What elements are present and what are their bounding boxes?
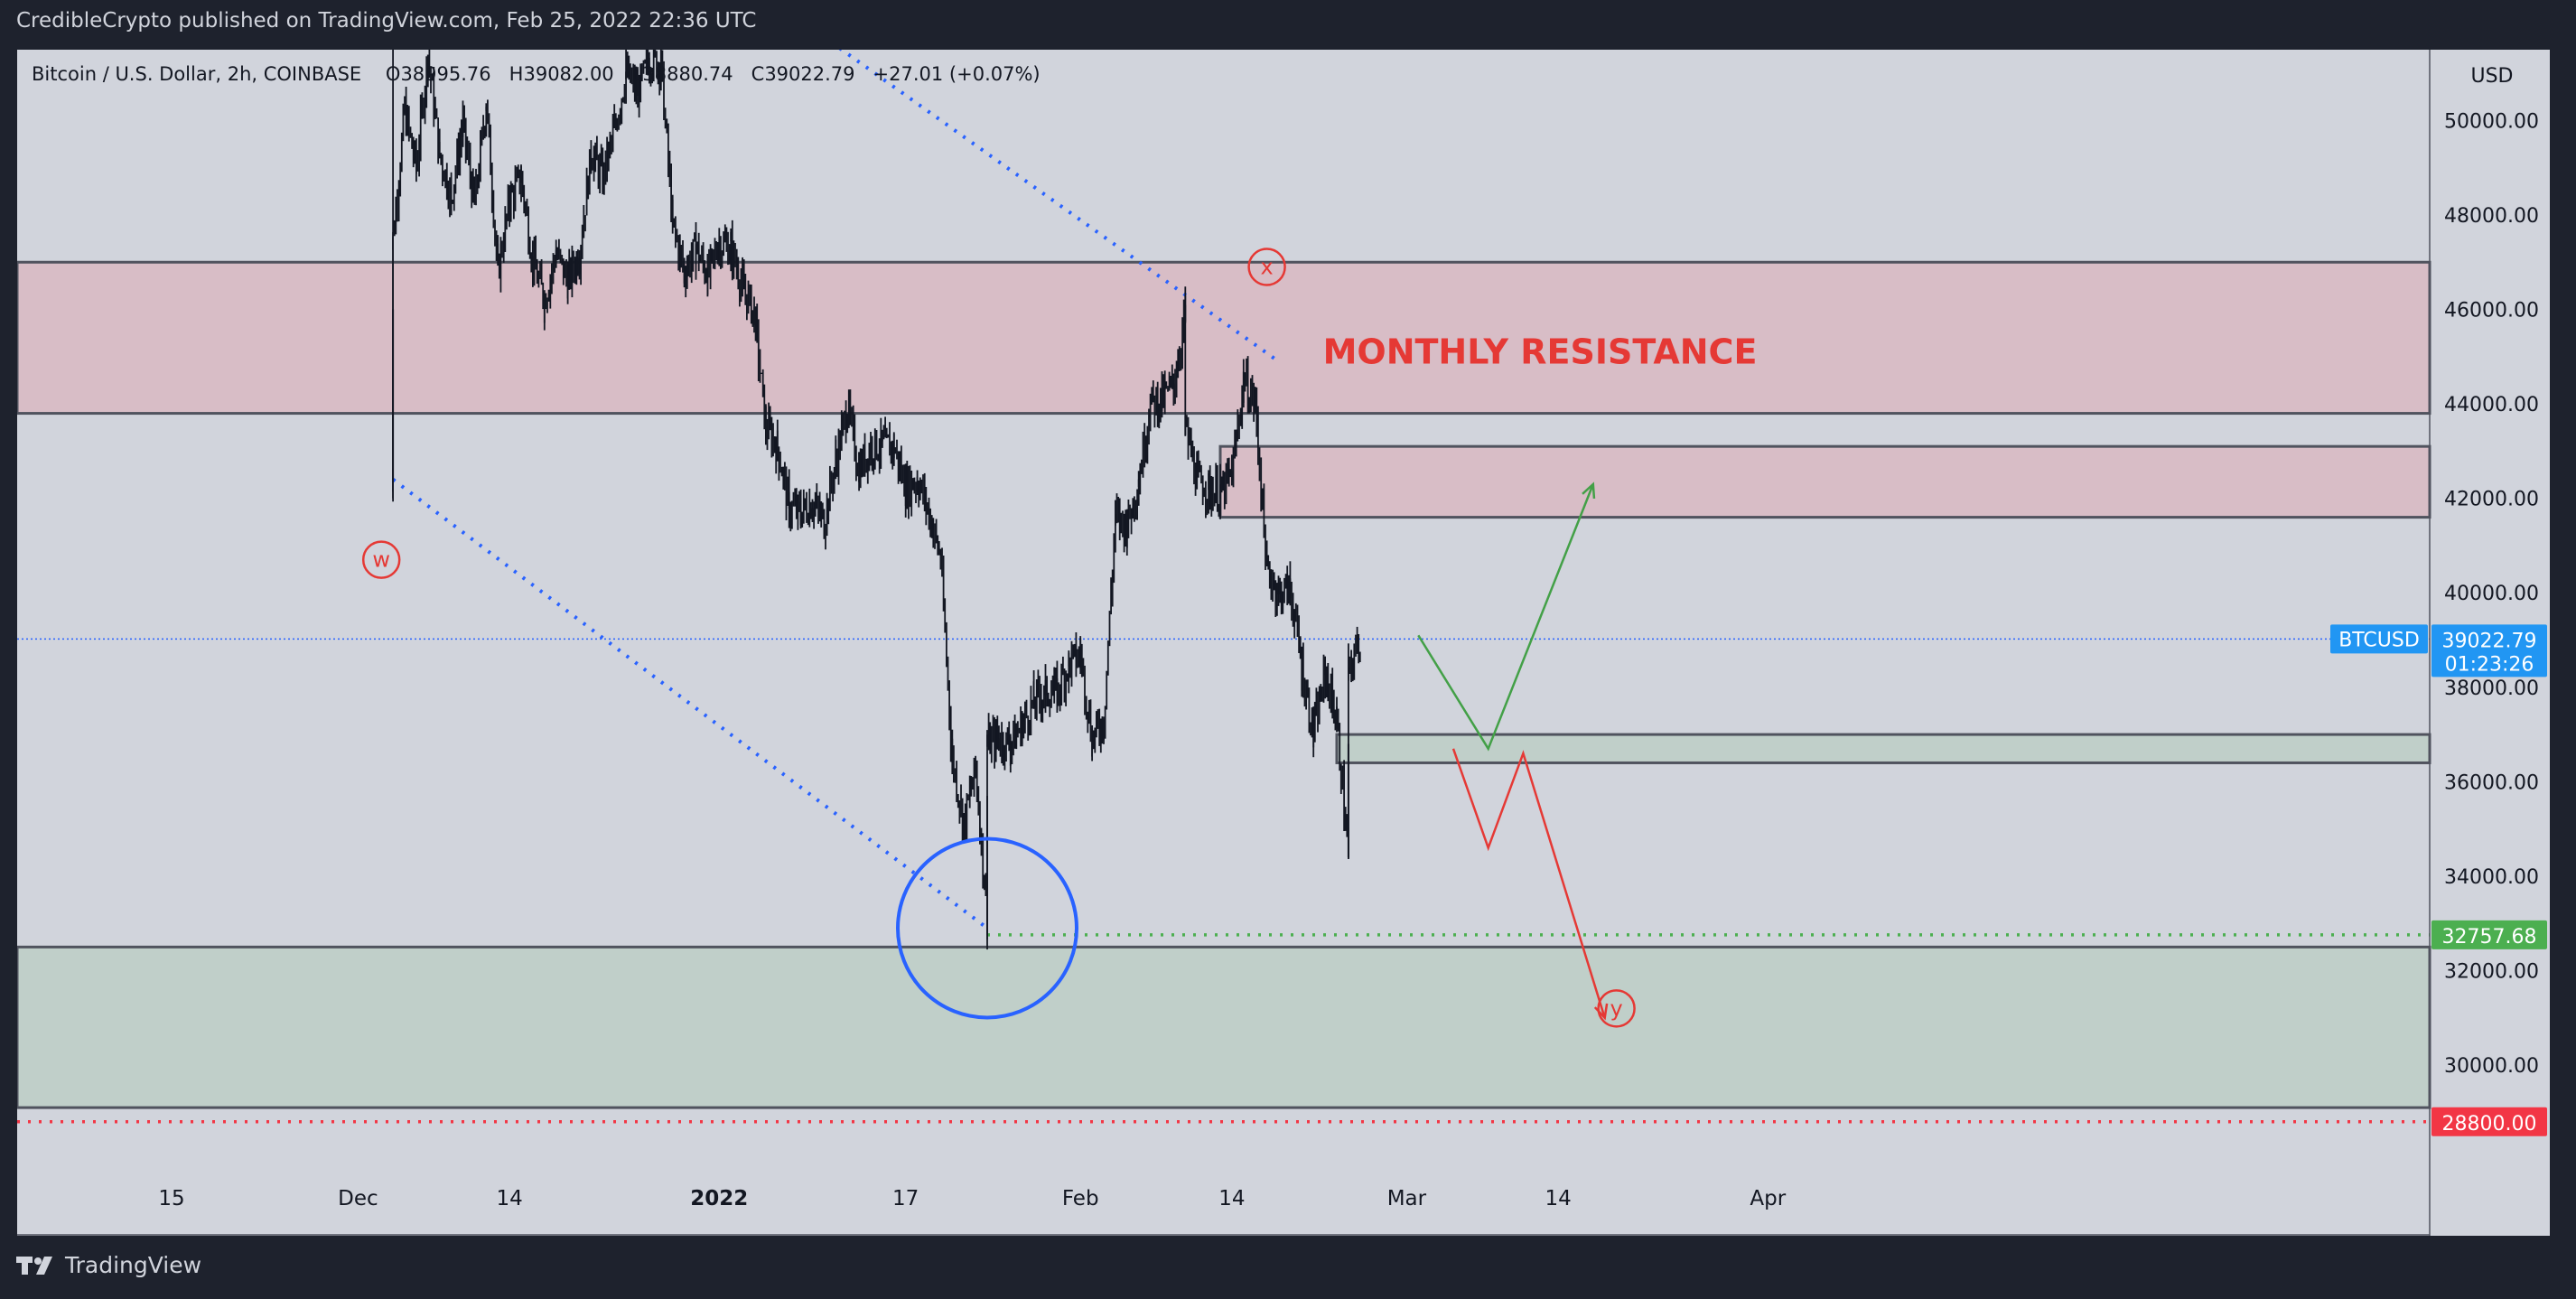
low-label: L (631, 63, 643, 85)
price-tick-label: 50000.00 (2444, 110, 2539, 133)
change-value: +27.01 (+0.07%) (873, 63, 1041, 85)
support-zone (17, 945, 2431, 1109)
symbol-title[interactable]: Bitcoin / U.S. Dollar, 2h, COINBASE (32, 63, 362, 85)
price-tick-label: 36000.00 (2444, 771, 2539, 794)
price-tick-label: 46000.00 (2444, 300, 2539, 322)
candles (392, 50, 1361, 950)
time-tick-label: 15 (158, 1187, 184, 1210)
price-tick-label: 40000.00 (2444, 583, 2539, 605)
current-price-tag-symbol: BTCUSD (2338, 629, 2420, 651)
open-label: O (385, 63, 401, 85)
bullish-projection (1417, 483, 1594, 752)
current-price-tag-symbol-bg (2330, 624, 2428, 654)
support-zone (1335, 733, 2431, 764)
price-tick-label: 32000.00 (2444, 961, 2539, 984)
target-price-tag-bg (2431, 1107, 2547, 1136)
bearish-projection (1451, 748, 1606, 1019)
time-tick-label: 14 (496, 1187, 522, 1210)
wave-label: y (1610, 995, 1622, 1021)
price-tick-label: 44000.00 (2444, 394, 2539, 416)
currency-label: USD (2470, 65, 2513, 88)
high-label: H (509, 63, 524, 85)
wave-label: x (1260, 254, 1273, 279)
wave-label-circle (1247, 248, 1286, 286)
trendline (391, 478, 989, 930)
close-label: C (751, 63, 765, 85)
high-value: 39082.00 (523, 63, 614, 85)
time-tick-label: 14 (1218, 1187, 1245, 1210)
symbol-legend: Bitcoin / U.S. Dollar, 2h, COINBASE O389… (32, 63, 1041, 85)
price-tick-label: 48000.00 (2444, 205, 2539, 228)
current-price-tag-bg (2431, 624, 2547, 678)
bullish-arrow-icon (1582, 481, 1596, 500)
wave-label-circle (1597, 989, 1636, 1028)
target-price-tag-text: 28800.00 (2442, 1113, 2537, 1135)
low-price-tag-text: 32757.68 (2442, 926, 2537, 949)
wave-label: w (372, 547, 390, 573)
close-value: 39022.79 (764, 63, 855, 85)
price-tick-label: 38000.00 (2444, 678, 2539, 700)
zone-label: MONTHLY RESISTANCE (1323, 332, 1758, 371)
price-chart[interactable]: MONTHLY RESISTANCE w x y USD 50000.00 48000.00… (17, 50, 2550, 1236)
time-tick-label: Mar (1387, 1187, 1427, 1210)
low-price-tag-bg (2431, 920, 2547, 949)
time-tick-label: 14 (1545, 1187, 1571, 1210)
time-tick-label: 2022 (690, 1187, 748, 1210)
time-tick-label: 17 (892, 1187, 919, 1210)
low-value: 38880.74 (642, 63, 733, 85)
brand-name: TradingView (65, 1252, 202, 1278)
tradingview-logo-icon (16, 1256, 52, 1275)
publish-info: CredibleCrypto published on TradingView.… (16, 9, 757, 33)
time-tick-label: Apr (1750, 1187, 1786, 1210)
current-price-tag-text: 01:23:26 (2445, 653, 2534, 676)
resistance-zone (1218, 444, 2431, 519)
footer-brand[interactable]: TradingView (16, 1252, 201, 1278)
price-tick-label: 34000.00 (2444, 866, 2539, 889)
chart-panel[interactable]: MONTHLY RESISTANCE w x y USD 50000.00 48000.00… (17, 50, 2550, 1236)
wave-label-circle (361, 540, 401, 579)
time-tick-label: Dec (338, 1187, 378, 1210)
current-price-tag-text: 39022.79 (2442, 630, 2537, 652)
time-tick-label: Feb (1062, 1187, 1099, 1210)
open-value: 38995.76 (400, 63, 491, 85)
resistance-zone (17, 260, 2431, 416)
price-tick-label: 42000.00 (2444, 489, 2539, 511)
capitulation-circle (896, 836, 1078, 1020)
price-tick-label: 30000.00 (2444, 1055, 2539, 1078)
